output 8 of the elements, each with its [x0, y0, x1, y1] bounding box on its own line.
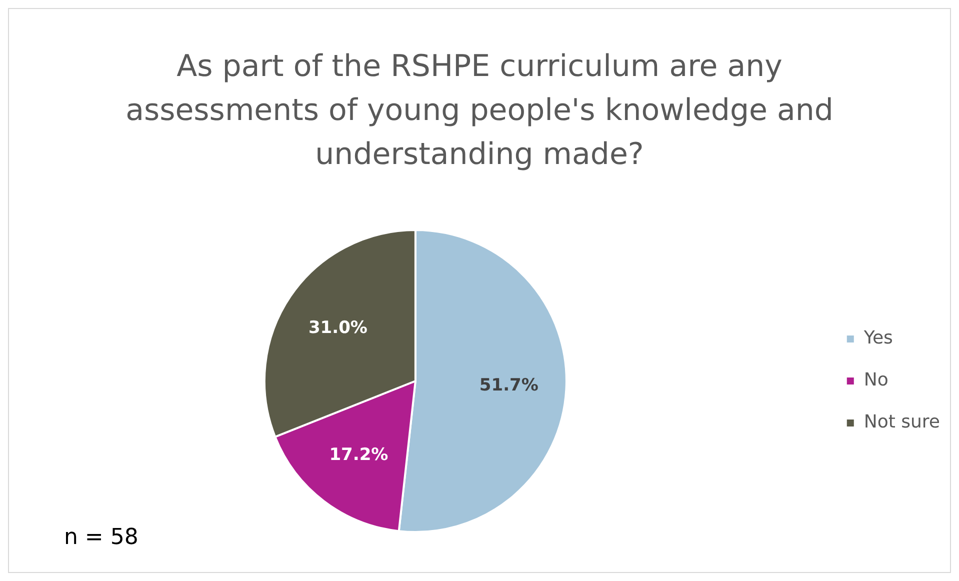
data-label: 31.0%: [308, 318, 368, 338]
data-label: 17.2%: [329, 444, 388, 465]
legend-label: Yes: [862, 328, 893, 349]
chart-title: As part of the RSHPE curriculum are any assessments of young people's knowledge and understanding made?: [124, 48, 834, 174]
data-label: 51.7%: [479, 376, 538, 396]
text: n = 58: [64, 525, 138, 550]
legend-label: Not sure: [864, 412, 940, 433]
legend-label: No: [864, 370, 888, 391]
